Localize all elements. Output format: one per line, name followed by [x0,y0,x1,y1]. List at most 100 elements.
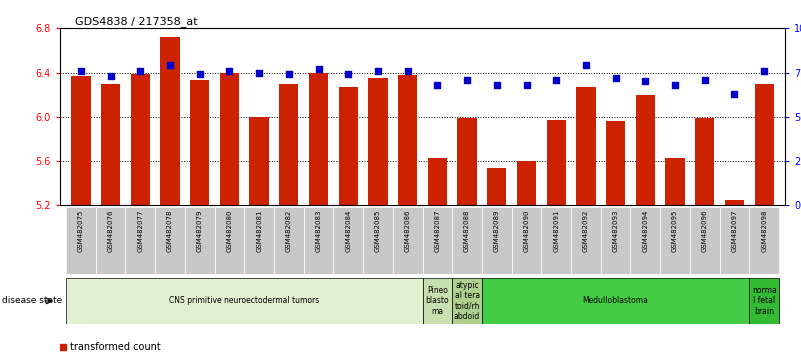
Text: GSM482081: GSM482081 [256,210,262,252]
Text: GSM482080: GSM482080 [227,210,232,252]
Text: GSM482097: GSM482097 [731,210,738,252]
Point [104,73,117,79]
Bar [457,118,477,205]
Point [372,68,384,74]
Point [74,68,87,74]
Bar [517,161,536,205]
Bar [423,278,453,324]
Text: GSM482093: GSM482093 [613,210,618,252]
Bar [749,207,779,274]
Bar [280,84,299,205]
Bar [453,207,482,274]
Text: GSM482085: GSM482085 [375,210,381,252]
Bar [749,278,779,324]
Bar [666,158,685,205]
Bar [719,207,749,274]
Text: GSM482094: GSM482094 [642,210,648,252]
Bar [453,278,482,324]
Bar [636,95,655,205]
Point [639,79,652,84]
Bar [339,87,358,205]
Point [193,72,206,77]
Bar [66,278,423,324]
Text: Pineo
blasto
ma: Pineo blasto ma [425,286,449,316]
Bar [309,73,328,205]
Text: GSM482075: GSM482075 [78,210,84,252]
Text: CNS primitive neuroectodermal tumors: CNS primitive neuroectodermal tumors [169,296,320,306]
Bar [274,207,304,274]
Bar [487,168,506,205]
Bar [725,200,744,205]
Bar [428,158,447,205]
Point [610,75,622,81]
Bar [630,207,660,274]
Text: GSM482082: GSM482082 [286,210,292,252]
Text: GSM482087: GSM482087 [434,210,441,252]
Text: GSM482083: GSM482083 [316,210,321,252]
Bar [482,207,512,274]
Text: GSM482079: GSM482079 [197,210,203,252]
Bar [71,76,91,205]
Point [431,82,444,88]
Point [283,112,296,117]
Bar [160,37,179,205]
Bar [546,120,566,205]
Point [223,68,235,74]
Text: disease state: disease state [2,296,62,306]
Point [461,77,473,82]
Bar [185,207,215,274]
Bar [398,75,417,205]
Text: GSM482095: GSM482095 [672,210,678,252]
Point [401,68,414,74]
Bar [690,207,719,274]
Bar [219,73,239,205]
Point [669,82,682,88]
Point [283,273,296,278]
Text: GSM482098: GSM482098 [761,210,767,252]
Text: GSM482091: GSM482091 [553,210,559,252]
Bar [126,207,155,274]
Bar [368,78,388,205]
Bar [304,207,333,274]
Bar [423,207,453,274]
Bar [660,207,690,274]
Text: GSM482078: GSM482078 [167,210,173,252]
Bar [512,207,541,274]
Bar [392,207,423,274]
Bar [333,207,363,274]
Text: GSM482077: GSM482077 [137,210,143,252]
Point [549,77,562,82]
Point [579,63,592,68]
Bar [96,207,126,274]
Bar [244,207,274,274]
Bar [571,207,601,274]
Point [342,72,355,77]
Bar [541,207,571,274]
Bar [155,207,185,274]
Text: GSM482096: GSM482096 [702,210,708,252]
Point [698,77,711,82]
Text: GSM482088: GSM482088 [464,210,470,252]
Bar [576,87,596,205]
Text: GSM482089: GSM482089 [493,210,500,252]
Point [312,66,325,72]
Bar [363,207,392,274]
Bar [190,80,209,205]
Bar [755,84,774,205]
Bar [249,117,269,205]
Bar [131,74,150,205]
Bar [482,278,749,324]
Text: norma
l fetal
brain: norma l fetal brain [752,286,776,316]
Text: atypic
al tera
toid/rh
abdoid: atypic al tera toid/rh abdoid [454,281,481,321]
Point [163,63,176,68]
Text: GSM482086: GSM482086 [405,210,411,252]
Bar [101,84,120,205]
Text: GSM482076: GSM482076 [107,210,114,252]
Bar [606,121,626,205]
Text: transformed count: transformed count [70,342,161,352]
Bar [601,207,630,274]
Text: GSM482084: GSM482084 [345,210,352,252]
Text: GDS4838 / 217358_at: GDS4838 / 217358_at [74,16,197,27]
Text: Medulloblastoma: Medulloblastoma [582,296,649,306]
Bar [695,118,714,205]
